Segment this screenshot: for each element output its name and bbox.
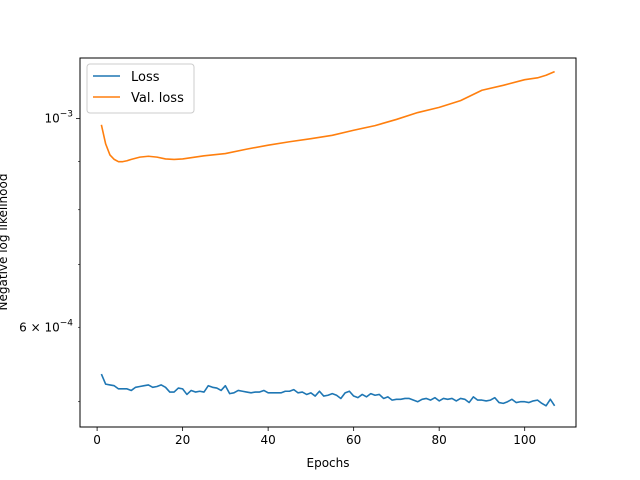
legend-label-val-loss: Val. loss [131, 91, 184, 106]
x-axis-label: Epochs [307, 456, 350, 470]
x-tick-label: 100 [513, 433, 536, 447]
x-tick-label: 0 [93, 433, 101, 447]
y-axis: 10−3 6 × 10−4 [19, 110, 80, 403]
x-tick-label: 80 [432, 433, 447, 447]
series-layer [100, 70, 556, 407]
y-tick-label-minor: 6 × 10−4 [19, 318, 73, 334]
legend-label-loss: Loss [131, 70, 160, 85]
y-axis-label: Negative log likelihood [0, 174, 10, 311]
legend: Loss Val. loss [86, 63, 195, 114]
series-line-val-loss [100, 70, 555, 163]
x-axis: 0 20 40 60 80 100 [93, 427, 536, 447]
series-line-loss [100, 373, 556, 407]
y-tick-label-major: 10−3 [44, 110, 73, 126]
x-tick-label: 60 [346, 433, 361, 447]
x-tick-label: 40 [260, 433, 275, 447]
plot-frame [79, 57, 577, 428]
x-tick-label: 20 [175, 433, 190, 447]
